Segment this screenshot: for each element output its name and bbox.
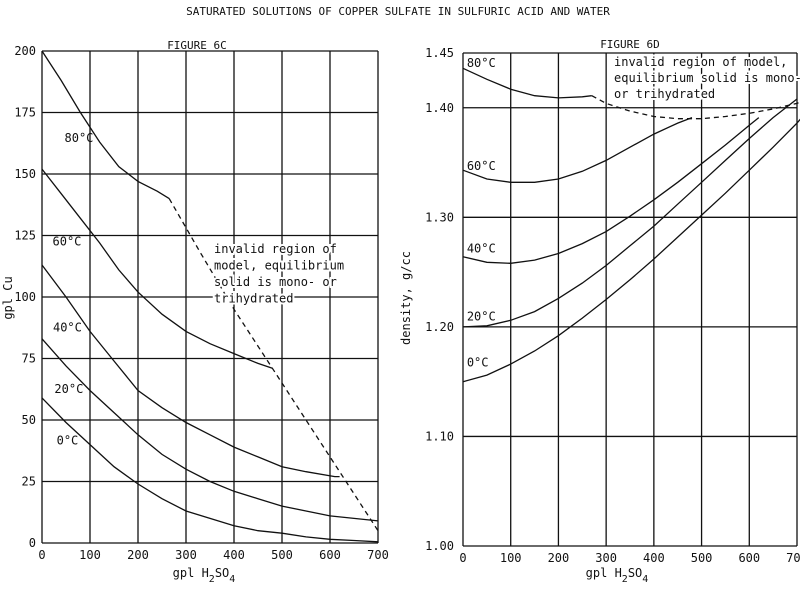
- fig6d-ytick-1-20: 1.20: [425, 320, 454, 334]
- fig6c-curve-40c: [41, 264, 340, 478]
- fig6c-ytick-125: 125: [14, 229, 36, 243]
- fig6c-xtick-0: 0: [38, 548, 45, 562]
- fig6d-label-80c: 80°C: [467, 56, 496, 70]
- fig6d-curve-60c: [462, 116, 693, 183]
- fig6d-annotation-line-2: equilibrium solid is mono-: [614, 71, 800, 85]
- fig6c-label-20c: 20°C: [54, 382, 83, 396]
- fig6c-xtick-300: 300: [175, 548, 197, 562]
- fig6c-ytick-150: 150: [14, 167, 36, 181]
- fig6c-title: FIGURE 6C: [167, 39, 227, 52]
- fig6c-xtick-600: 600: [319, 548, 341, 562]
- fig6d-curve-80c: [462, 67, 592, 99]
- fig6d-xtick-700: 700: [786, 551, 800, 565]
- fig6d-title: FIGURE 6D: [600, 38, 660, 51]
- fig6c-annotation-line-3: solid is mono- or: [214, 275, 337, 289]
- fig6d-y-axis-label: density, g/cc: [399, 251, 413, 345]
- fig6d-label-0c: 0°C: [467, 355, 489, 369]
- fig6d-annotation-line-3: or trihydrated: [614, 87, 715, 101]
- fig6c-x-axis-label: gpl H2SO4: [173, 566, 236, 585]
- page-title: SATURATED SOLUTIONS OF COPPER SULFATE IN…: [186, 5, 610, 18]
- fig6c-curve-20c: [41, 338, 379, 522]
- fig6d-ytick-1-30: 1.30: [425, 210, 454, 224]
- fig6d-xtick-100: 100: [500, 551, 522, 565]
- figure-6d-chart: FIGURE 6D 0 100 200 300 400 500 600 700 1.00 1.10 1…: [399, 38, 800, 585]
- fig6d-ytick-1-00: 1.00: [425, 539, 454, 553]
- fig6c-label-40c: 40°C: [53, 320, 82, 334]
- fig6d-ytick-1-45: 1.45: [425, 46, 454, 60]
- fig6d-label-40c: 40°C: [467, 241, 496, 255]
- fig6d-curve-20c: [462, 98, 798, 328]
- fig6c-annotation-line-4: trihydrated: [214, 292, 293, 306]
- fig6d-x-axis-label: gpl H2SO4: [586, 566, 649, 585]
- fig6c-ytick-175: 175: [14, 106, 36, 120]
- fig6d-curve-0c: [462, 118, 800, 383]
- fig6c-invalid-boundary: [168, 198, 379, 532]
- fig6d-xtick-600: 600: [738, 551, 760, 565]
- fig6c-ytick-50: 50: [22, 413, 36, 427]
- fig6c-xtick-100: 100: [79, 548, 101, 562]
- fig6c-annotation-line-1: invalid region of: [214, 242, 337, 256]
- fig6d-label-60c: 60°C: [467, 159, 496, 173]
- fig6c-xtick-400: 400: [223, 548, 245, 562]
- fig6d-xtick-0: 0: [459, 551, 466, 565]
- fig6d-xtick-300: 300: [595, 551, 617, 565]
- fig6d-xtick-500: 500: [691, 551, 713, 565]
- fig6c-ytick-75: 75: [22, 352, 36, 366]
- fig6d-ytick-1-40: 1.40: [425, 101, 454, 115]
- fig6c-curve-0c: [41, 397, 379, 543]
- fig6d-xtick-400: 400: [643, 551, 665, 565]
- fig6c-y-axis-label: gpl Cu: [1, 276, 15, 319]
- fig6c-label-60c: 60°C: [53, 234, 82, 248]
- fig6c-curve-80c: [41, 50, 170, 200]
- fig6d-ytick-1-10: 1.10: [425, 429, 454, 443]
- fig6c-ytick-25: 25: [22, 475, 36, 489]
- fig6c-label-0c: 0°C: [57, 434, 79, 448]
- fig6c-annotation-line-2: model, equilibrium: [214, 259, 344, 273]
- fig6c-xtick-500: 500: [271, 548, 293, 562]
- fig6c-xtick-200: 200: [127, 548, 149, 562]
- fig6c-xtick-700: 700: [367, 548, 389, 562]
- fig6d-xtick-200: 200: [548, 551, 570, 565]
- fig6c-ytick-200: 200: [14, 44, 36, 58]
- fig6d-annotation-line-1: invalid region of model,: [614, 55, 787, 69]
- fig6c-ytick-100: 100: [14, 290, 36, 304]
- fig6d-curve-40c: [462, 117, 760, 264]
- fig6c-ytick-0: 0: [29, 536, 36, 550]
- figure-6c-chart: FIGURE 6C 0 100 200 300 400 500 600 700 0 25 50 75 10…: [1, 39, 389, 585]
- fig6c-curve-60c: [41, 168, 273, 369]
- fig6d-label-20c: 20°C: [467, 309, 496, 323]
- fig6c-label-80c: 80°C: [65, 131, 94, 145]
